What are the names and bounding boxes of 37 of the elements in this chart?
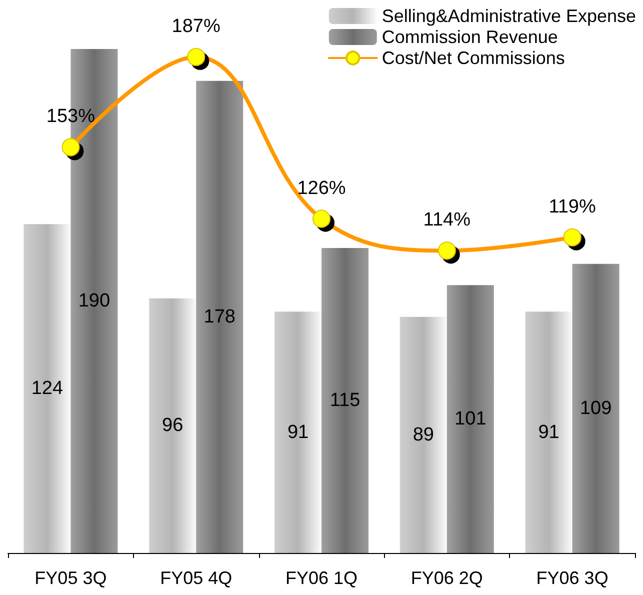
data-label: 153% [46,106,96,128]
bar [322,248,368,553]
data-label: 187% [172,16,220,37]
x-tick-label: FY06 2Q [410,568,483,588]
bar [274,312,322,553]
legend-label: Selling&Administrative Expense [382,6,636,26]
data-label: 109 [580,398,612,419]
data-label: 96 [162,415,184,436]
point [62,138,80,156]
data-label: 190 [78,290,110,312]
bar [24,224,71,553]
point [187,48,206,66]
legend-label: Commission Revenue [382,27,558,47]
data-label: 124 [31,378,64,400]
data-label: 126% [297,178,346,199]
data-label: 178 [204,306,236,328]
x-tick-label: FY05 4Q [160,568,232,588]
legend-label: Cost/Net Commissions [382,48,565,68]
data-label: 119% [548,196,596,218]
data-label: 114% [423,210,471,231]
bar [149,298,196,553]
x-tick-label: FY06 1Q [285,568,358,588]
data-label: 89 [412,424,434,446]
data-label: 115 [330,390,360,411]
point [438,242,456,260]
bar [525,312,572,553]
x-tick-label: FY05 3Q [34,568,107,588]
point [312,210,330,228]
point [563,228,582,246]
bar [400,316,447,553]
data-label: 101 [454,408,486,430]
data-label: 91 [538,422,560,443]
x-tick-label: FY06 3Q [536,568,608,588]
bar [196,80,244,553]
bar [572,264,620,553]
data-label: 91 [287,422,309,443]
bar [446,285,494,553]
